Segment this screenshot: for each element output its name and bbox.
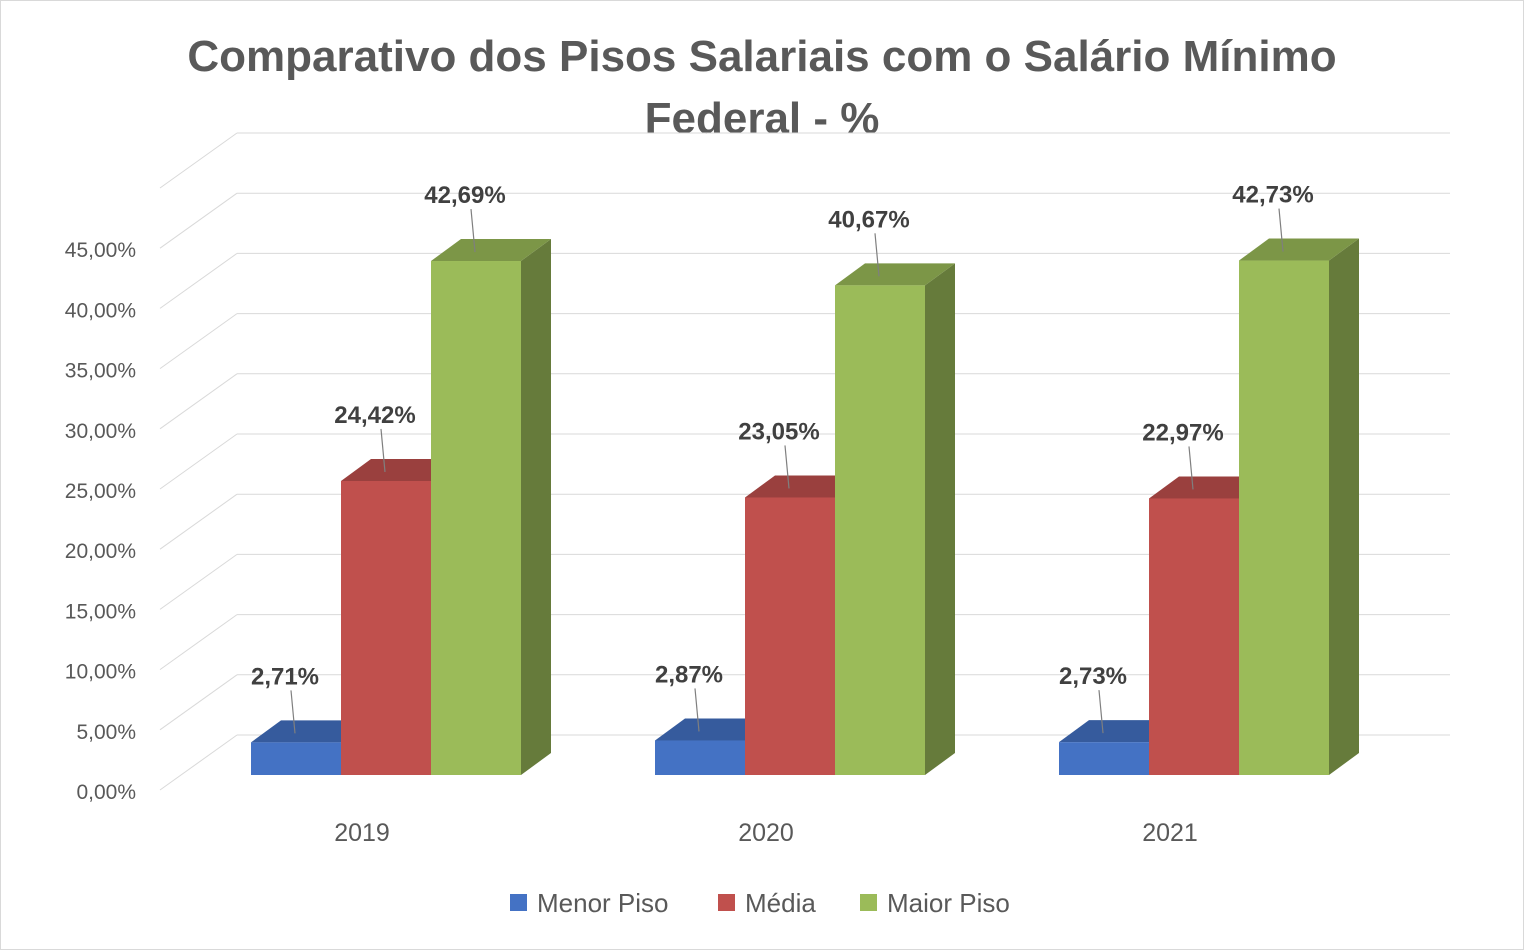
leader-line	[1188, 446, 1194, 490]
legend-item-média: Média	[718, 888, 816, 918]
y-tick-label: 0,00%	[76, 781, 136, 804]
y-tick-label: 45,00%	[65, 239, 136, 262]
data-label: 2,87%	[655, 661, 723, 688]
x-axis-ticks: 2019 2020 2021	[334, 819, 1198, 847]
chart-title: Comparativo dos Pisos Salariais com o Sa…	[0, 26, 1524, 150]
y-tick-label: 15,00%	[65, 600, 136, 623]
data-label: 24,42%	[334, 402, 415, 429]
x-tick-label: 2021	[1142, 819, 1198, 847]
data-labels: 2,71% 24,42% 42,69% 2,87% 23,05% 40,67% 2,73% 2…	[251, 182, 1314, 734]
x-tick-label: 2019	[334, 819, 390, 847]
data-label: 22,97%	[1142, 419, 1223, 446]
bar-side	[1329, 238, 1359, 775]
y-tick-label: 35,00%	[65, 360, 136, 383]
gridline-diagonal	[159, 132, 238, 189]
bar-front	[341, 480, 431, 775]
leader-line	[1098, 690, 1104, 734]
gridline-diagonal	[159, 553, 238, 610]
legend-swatch	[860, 894, 877, 911]
legend-label: Menor Piso	[537, 888, 669, 918]
chart-title-line2: Federal - %	[644, 94, 880, 143]
bar-side	[925, 263, 955, 775]
leader-line	[290, 690, 296, 734]
bar-front	[655, 740, 745, 775]
leader-line	[874, 233, 880, 277]
legend-label: Maior Piso	[887, 888, 1010, 918]
bar-front	[1149, 498, 1239, 775]
gridline-diagonal	[159, 674, 238, 731]
bar-front	[745, 497, 835, 775]
y-tick-label: 30,00%	[65, 420, 136, 443]
legend-item-maior-piso: Maior Piso	[860, 888, 1010, 918]
leader-line	[694, 688, 700, 732]
legend-swatch	[718, 894, 735, 911]
data-label: 42,69%	[424, 182, 505, 209]
y-tick-label: 25,00%	[65, 480, 136, 503]
y-tick-label: 20,00%	[65, 540, 136, 563]
bar-maior-piso-2021	[1239, 238, 1359, 776]
gridline-diagonal	[159, 252, 238, 309]
bar-front	[431, 261, 521, 775]
chart-title-line1: Comparativo dos Pisos Salariais com o Sa…	[187, 32, 1337, 81]
bar-maior-piso-2020	[835, 263, 955, 775]
data-label: 40,67%	[828, 206, 909, 233]
legend: Menor Piso Média Maior Piso	[510, 888, 1010, 918]
bar-front	[1239, 260, 1329, 776]
y-tick-label: 40,00%	[65, 299, 136, 322]
leader-line	[380, 428, 386, 473]
y-tick-label: 5,00%	[76, 721, 136, 744]
data-label: 23,05%	[738, 418, 819, 445]
gridline-diagonal	[159, 313, 238, 370]
bar-front	[1059, 742, 1149, 775]
y-axis-ticks: 0,00% 5,00% 10,00% 15,00% 20,00% 25,00% 30,00%…	[65, 239, 136, 804]
gridline-diagonal	[159, 614, 238, 671]
leader-line	[470, 208, 476, 253]
bar-top	[835, 263, 955, 286]
gridline-diagonal	[159, 192, 238, 249]
legend-swatch	[510, 894, 527, 911]
data-label: 2,71%	[251, 663, 319, 690]
gridline-diagonal	[159, 433, 238, 490]
bar-top	[431, 239, 551, 262]
gridline-diagonal	[159, 493, 238, 550]
bar-front	[835, 285, 925, 775]
bar-front	[251, 742, 341, 775]
legend-label: Média	[745, 888, 816, 918]
leader-line	[784, 445, 790, 489]
x-tick-label: 2020	[738, 819, 794, 847]
gridline-diagonal	[159, 373, 238, 430]
bar-maior-piso-2019	[431, 239, 551, 776]
legend-item-menor-piso: Menor Piso	[510, 888, 669, 918]
gridline-diagonal	[159, 734, 238, 791]
bar-top	[1239, 238, 1359, 261]
data-label: 42,73%	[1232, 182, 1313, 209]
leader-line	[1278, 208, 1284, 252]
bars	[251, 238, 1359, 776]
bar-side	[521, 239, 551, 776]
data-label: 2,73%	[1059, 663, 1127, 690]
y-tick-label: 10,00%	[65, 661, 136, 684]
